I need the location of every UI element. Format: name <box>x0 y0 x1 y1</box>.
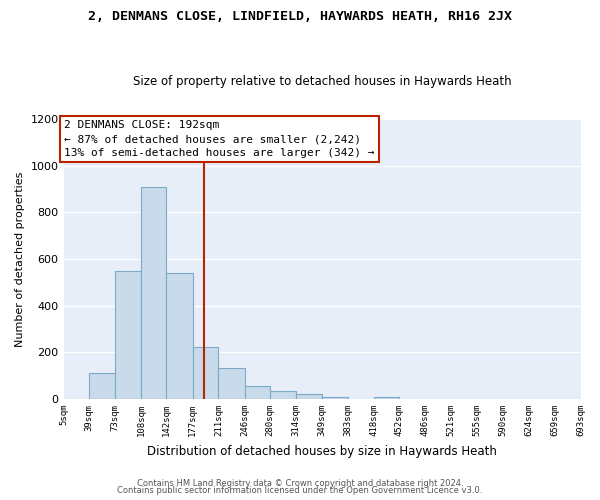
Text: Contains HM Land Registry data © Crown copyright and database right 2024.: Contains HM Land Registry data © Crown c… <box>137 478 463 488</box>
Text: Contains public sector information licensed under the Open Government Licence v3: Contains public sector information licen… <box>118 486 482 495</box>
Bar <box>374 396 400 399</box>
Bar <box>270 391 296 399</box>
Y-axis label: Number of detached properties: Number of detached properties <box>15 172 25 346</box>
Title: Size of property relative to detached houses in Haywards Heath: Size of property relative to detached ho… <box>133 76 511 88</box>
X-axis label: Distribution of detached houses by size in Haywards Heath: Distribution of detached houses by size … <box>147 444 497 458</box>
Bar <box>115 270 141 399</box>
Bar <box>166 273 193 399</box>
Bar <box>322 396 347 399</box>
Bar <box>245 386 270 399</box>
Text: 2 DENMANS CLOSE: 192sqm
← 87% of detached houses are smaller (2,242)
13% of semi: 2 DENMANS CLOSE: 192sqm ← 87% of detache… <box>64 120 375 158</box>
Bar <box>296 394 322 399</box>
Text: 2, DENMANS CLOSE, LINDFIELD, HAYWARDS HEATH, RH16 2JX: 2, DENMANS CLOSE, LINDFIELD, HAYWARDS HE… <box>88 10 512 23</box>
Bar <box>141 186 166 399</box>
Bar <box>218 368 245 399</box>
Bar <box>193 346 218 399</box>
Bar <box>89 374 115 399</box>
